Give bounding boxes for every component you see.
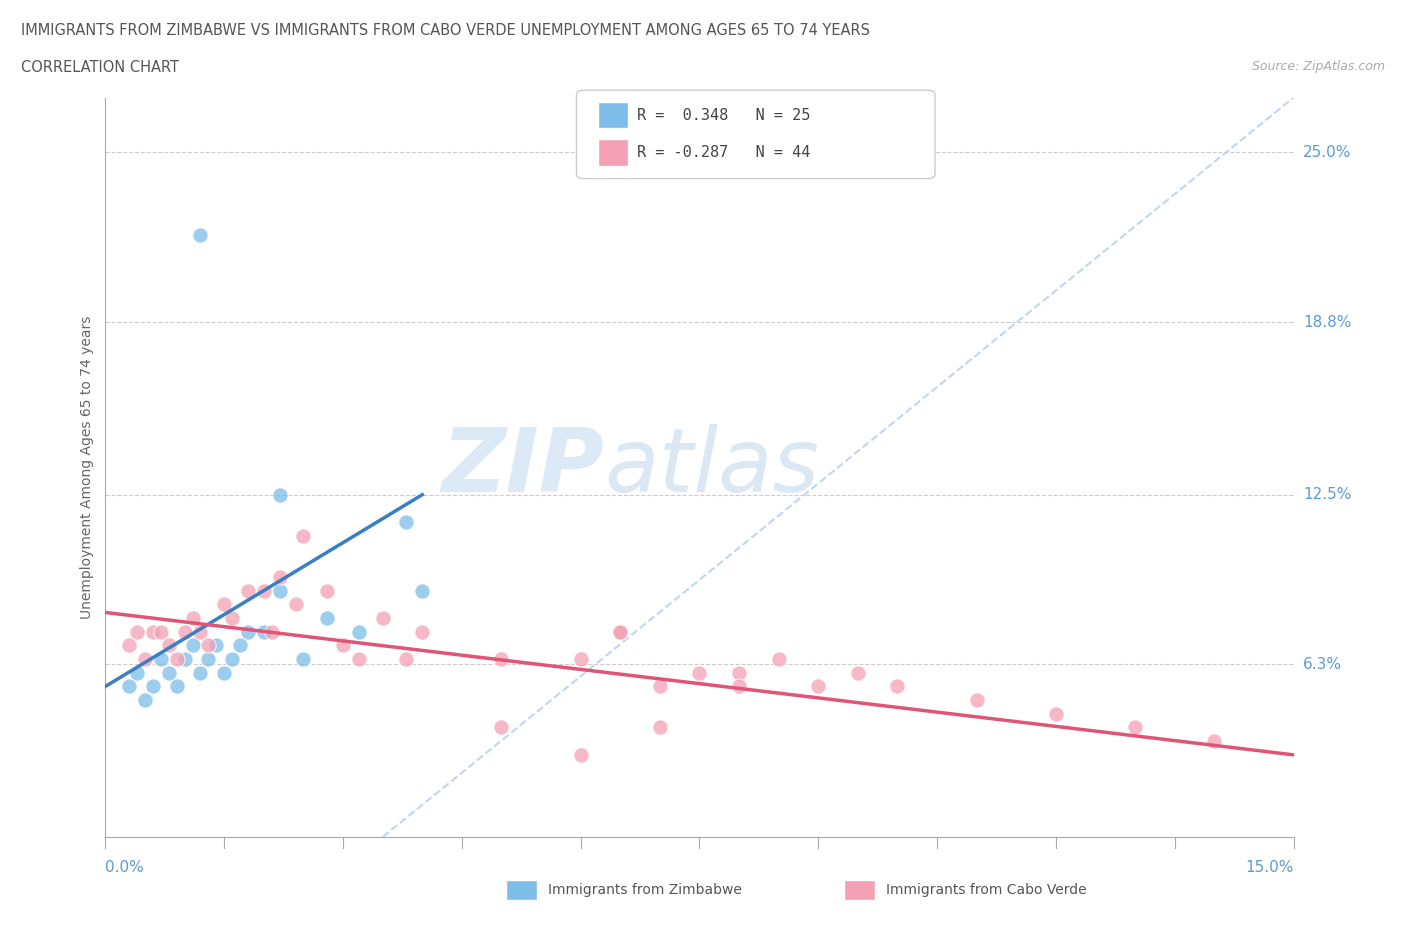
Point (807, 679, 830, 694)
Point (269, 569, 291, 584)
Text: IMMIGRANTS FROM ZIMBABWE VS IMMIGRANTS FROM CABO VERDE UNEMPLOYMENT AMONG AGES 6: IMMIGRANTS FROM ZIMBABWE VS IMMIGRANTS F… (21, 23, 870, 38)
Point (214, 597, 236, 612)
Text: Source: ZipAtlas.com: Source: ZipAtlas.com (1251, 60, 1385, 73)
Text: ZIP: ZIP (441, 424, 605, 511)
Point (371, 610, 394, 625)
Point (609, 624, 631, 639)
Point (221, 610, 243, 625)
Point (689, 665, 711, 680)
Point (768, 652, 790, 667)
Point (118, 638, 141, 653)
Point (648, 679, 671, 694)
Point (214, 665, 236, 680)
Point (253, 583, 276, 598)
Text: Immigrants from Zimbabwe: Immigrants from Zimbabwe (548, 883, 742, 897)
Point (966, 693, 988, 708)
Point (284, 597, 307, 612)
Point (236, 624, 259, 639)
Point (846, 665, 869, 680)
Text: 18.8%: 18.8% (1303, 314, 1351, 330)
Point (221, 652, 243, 667)
Point (197, 638, 219, 653)
Point (149, 624, 172, 639)
Point (411, 624, 433, 639)
Point (229, 638, 252, 653)
Text: 12.5%: 12.5% (1303, 487, 1351, 502)
Point (166, 652, 188, 667)
Point (491, 720, 513, 735)
Point (728, 665, 751, 680)
Text: 15.0%: 15.0% (1246, 860, 1294, 875)
Point (1204, 734, 1226, 749)
Point (134, 652, 156, 667)
Point (173, 624, 195, 639)
Point (127, 665, 149, 680)
Point (190, 665, 212, 680)
Point (173, 652, 195, 667)
Point (886, 679, 908, 694)
Point (127, 624, 149, 639)
Point (149, 652, 172, 667)
Point (181, 638, 204, 653)
Text: R = -0.287   N = 44: R = -0.287 N = 44 (637, 145, 810, 160)
Point (269, 583, 291, 598)
Point (1045, 707, 1067, 722)
Point (395, 652, 418, 667)
Point (347, 652, 370, 667)
Y-axis label: Unemployment Among Ages 65 to 74 years: Unemployment Among Ages 65 to 74 years (80, 315, 94, 619)
Point (181, 610, 204, 625)
Point (411, 583, 433, 598)
Text: Immigrants from Cabo Verde: Immigrants from Cabo Verde (886, 883, 1087, 897)
Text: atlas: atlas (605, 424, 820, 511)
Point (347, 624, 370, 639)
Point (157, 665, 180, 680)
Point (728, 679, 751, 694)
Point (491, 652, 513, 667)
Point (197, 652, 219, 667)
Point (134, 693, 156, 708)
Point (292, 528, 315, 543)
Point (648, 720, 671, 735)
Point (142, 624, 165, 639)
Point (166, 679, 188, 694)
Point (269, 487, 291, 502)
Text: 25.0%: 25.0% (1303, 145, 1351, 160)
Text: R =  0.348   N = 25: R = 0.348 N = 25 (637, 108, 810, 123)
Point (142, 679, 165, 694)
Text: CORRELATION CHART: CORRELATION CHART (21, 60, 179, 75)
Point (118, 679, 141, 694)
Text: 0.0%: 0.0% (105, 860, 145, 875)
Point (1123, 720, 1146, 735)
Point (332, 638, 354, 653)
Point (253, 624, 276, 639)
Point (292, 652, 315, 667)
Text: 6.3%: 6.3% (1303, 657, 1343, 672)
Point (316, 583, 339, 598)
Point (316, 610, 339, 625)
Point (205, 638, 228, 653)
Point (190, 624, 212, 639)
Point (609, 624, 631, 639)
Point (260, 624, 283, 639)
Point (569, 652, 592, 667)
Point (569, 748, 592, 763)
Point (157, 638, 180, 653)
Point (236, 583, 259, 598)
Point (395, 514, 418, 529)
Point (190, 227, 212, 242)
